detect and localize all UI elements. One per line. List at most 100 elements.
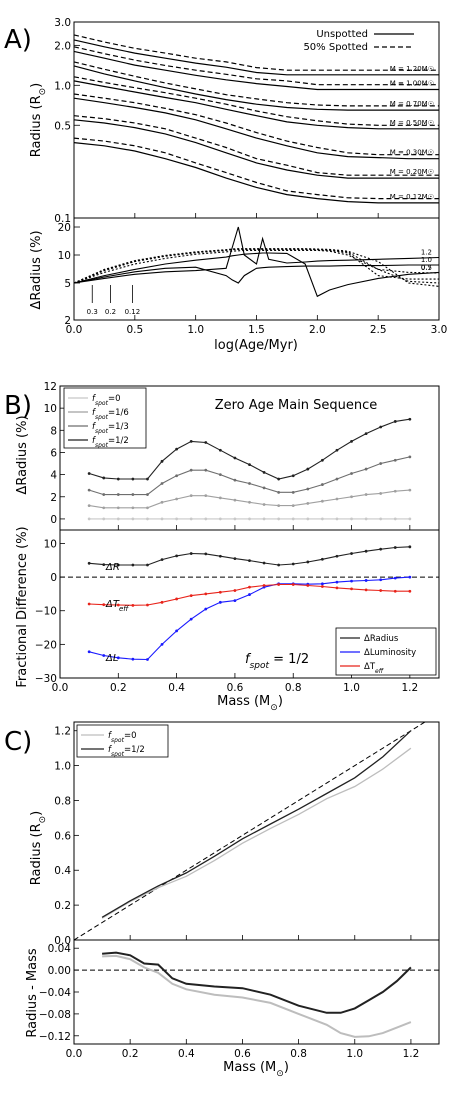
panel-c-bottom-ylabel: Radius - Mass (25, 948, 40, 1038)
data-point (277, 490, 281, 494)
data-point (189, 494, 193, 498)
mass-label: M = 0.50M☉ (390, 119, 434, 127)
y-tick-label: −0.04 (39, 987, 71, 999)
unspotted-track-line (73, 142, 439, 204)
data-point (350, 472, 353, 475)
data-point (160, 558, 164, 561)
x-tick-label: 0.0 (66, 324, 83, 336)
data-point (146, 477, 149, 481)
data-point (335, 448, 339, 452)
data-point (408, 517, 412, 521)
data-point (218, 517, 222, 521)
data-point (291, 562, 295, 566)
data-point (248, 559, 251, 563)
unspotted-track-line (73, 119, 439, 179)
x-tick-label: 1.0 (346, 1048, 363, 1060)
data-point (131, 506, 135, 510)
y-tick-label: 0.00 (48, 965, 71, 977)
data-point (248, 463, 251, 467)
legend-label: ΔRadius (364, 634, 399, 644)
panel-b-bottom-ylabel: Fractional Difference (%) (15, 526, 30, 687)
data-point (175, 629, 179, 633)
data-point (218, 600, 222, 604)
data-point (379, 547, 383, 551)
data-point (204, 441, 208, 444)
data-point (146, 563, 149, 567)
panel-a-xlabel: log(Age/Myr) (214, 338, 298, 353)
unspotted-track-line (73, 65, 439, 111)
data-point (87, 472, 91, 475)
panel-a-bottom-frame (73, 217, 440, 321)
data-point (350, 579, 353, 583)
data-point (131, 517, 135, 521)
y-tick-label: 0.4 (54, 865, 71, 877)
x-tick-label: 0.0 (52, 682, 69, 694)
data-point (364, 588, 368, 592)
spotted-track-line (73, 115, 439, 176)
data-point (160, 600, 164, 604)
y-tick-label: 0.1 (54, 213, 71, 225)
data-point (218, 496, 222, 500)
data-point (175, 554, 179, 558)
panel-a: A) 0.0 0.5 1.0 1.5 2.0 2.5 3.00.10.51.02.03.02… (4, 17, 447, 353)
y-tick-label: 0.8 (54, 795, 71, 807)
data-point (335, 497, 339, 501)
data-point (189, 552, 193, 555)
panel-c-label: C) (4, 727, 32, 757)
data-point (291, 583, 295, 586)
data-point (262, 517, 266, 521)
curve-label-delta-r: ΔR (105, 562, 120, 573)
data-point (233, 456, 237, 460)
data-point (189, 617, 193, 621)
spotted-track-line (73, 61, 439, 107)
data-point (87, 517, 91, 521)
data-point (116, 656, 120, 660)
x-tick-label: 1.2 (401, 682, 418, 694)
data-point (364, 467, 368, 471)
data-point (189, 517, 193, 521)
data-point (146, 517, 149, 521)
data-point (248, 500, 251, 504)
data-point (102, 654, 106, 657)
spotted-track-line (73, 76, 439, 126)
data-point (87, 488, 91, 492)
y-tick-label: −0.08 (39, 1009, 71, 1021)
y-tick-label: 2 (64, 315, 71, 327)
curve-label: 1.0 (421, 256, 432, 264)
data-point (408, 545, 412, 549)
data-point (189, 439, 193, 443)
data-point (204, 592, 208, 596)
data-point (379, 589, 383, 592)
y-tick-label: 1.0 (54, 80, 71, 92)
data-point (277, 583, 281, 586)
data-point (131, 657, 135, 661)
data-point (116, 477, 120, 481)
data-point (379, 425, 383, 429)
data-point (350, 439, 353, 443)
unspotted-track-line (73, 50, 439, 91)
y-tick-label: 1.2 (54, 726, 71, 738)
age-marker-label: 0.2 (105, 308, 116, 316)
data-point (364, 432, 368, 436)
curve-label: 0.5 (421, 264, 432, 272)
data-point (248, 482, 251, 485)
delta-radius-curve (73, 252, 440, 298)
radius-mass-line (101, 730, 412, 918)
panel-b-bottom-frame (59, 529, 440, 679)
panel-b-xlabel: Mass (M⊙) (217, 694, 283, 713)
x-tick-label: 0.4 (178, 1048, 195, 1060)
data-point (393, 576, 397, 580)
data-point (189, 468, 193, 472)
data-point (262, 584, 266, 587)
x-tick-label: 1.0 (343, 682, 360, 694)
panel-c-xlabel: Mass (M⊙) (223, 1060, 289, 1079)
data-point (320, 483, 324, 486)
panel-c-ticks: 0.0 0.2 0.4 0.6 0.8 1.0 1.2 0.0 0.2 0.4 0.6 0.8 1.0 1… (39, 726, 419, 1060)
data-point (116, 517, 120, 521)
data-point (364, 517, 368, 521)
curve-label: 0.7 (421, 263, 432, 271)
data-point (131, 563, 135, 567)
panel-b-ticks: 0.0 0.2 0.4 0.6 0.8 1.0 1.2 0 2 4 6 8 10 12 −30 −20 −10 0… (35, 381, 418, 694)
y-tick-label: 12 (44, 381, 57, 393)
